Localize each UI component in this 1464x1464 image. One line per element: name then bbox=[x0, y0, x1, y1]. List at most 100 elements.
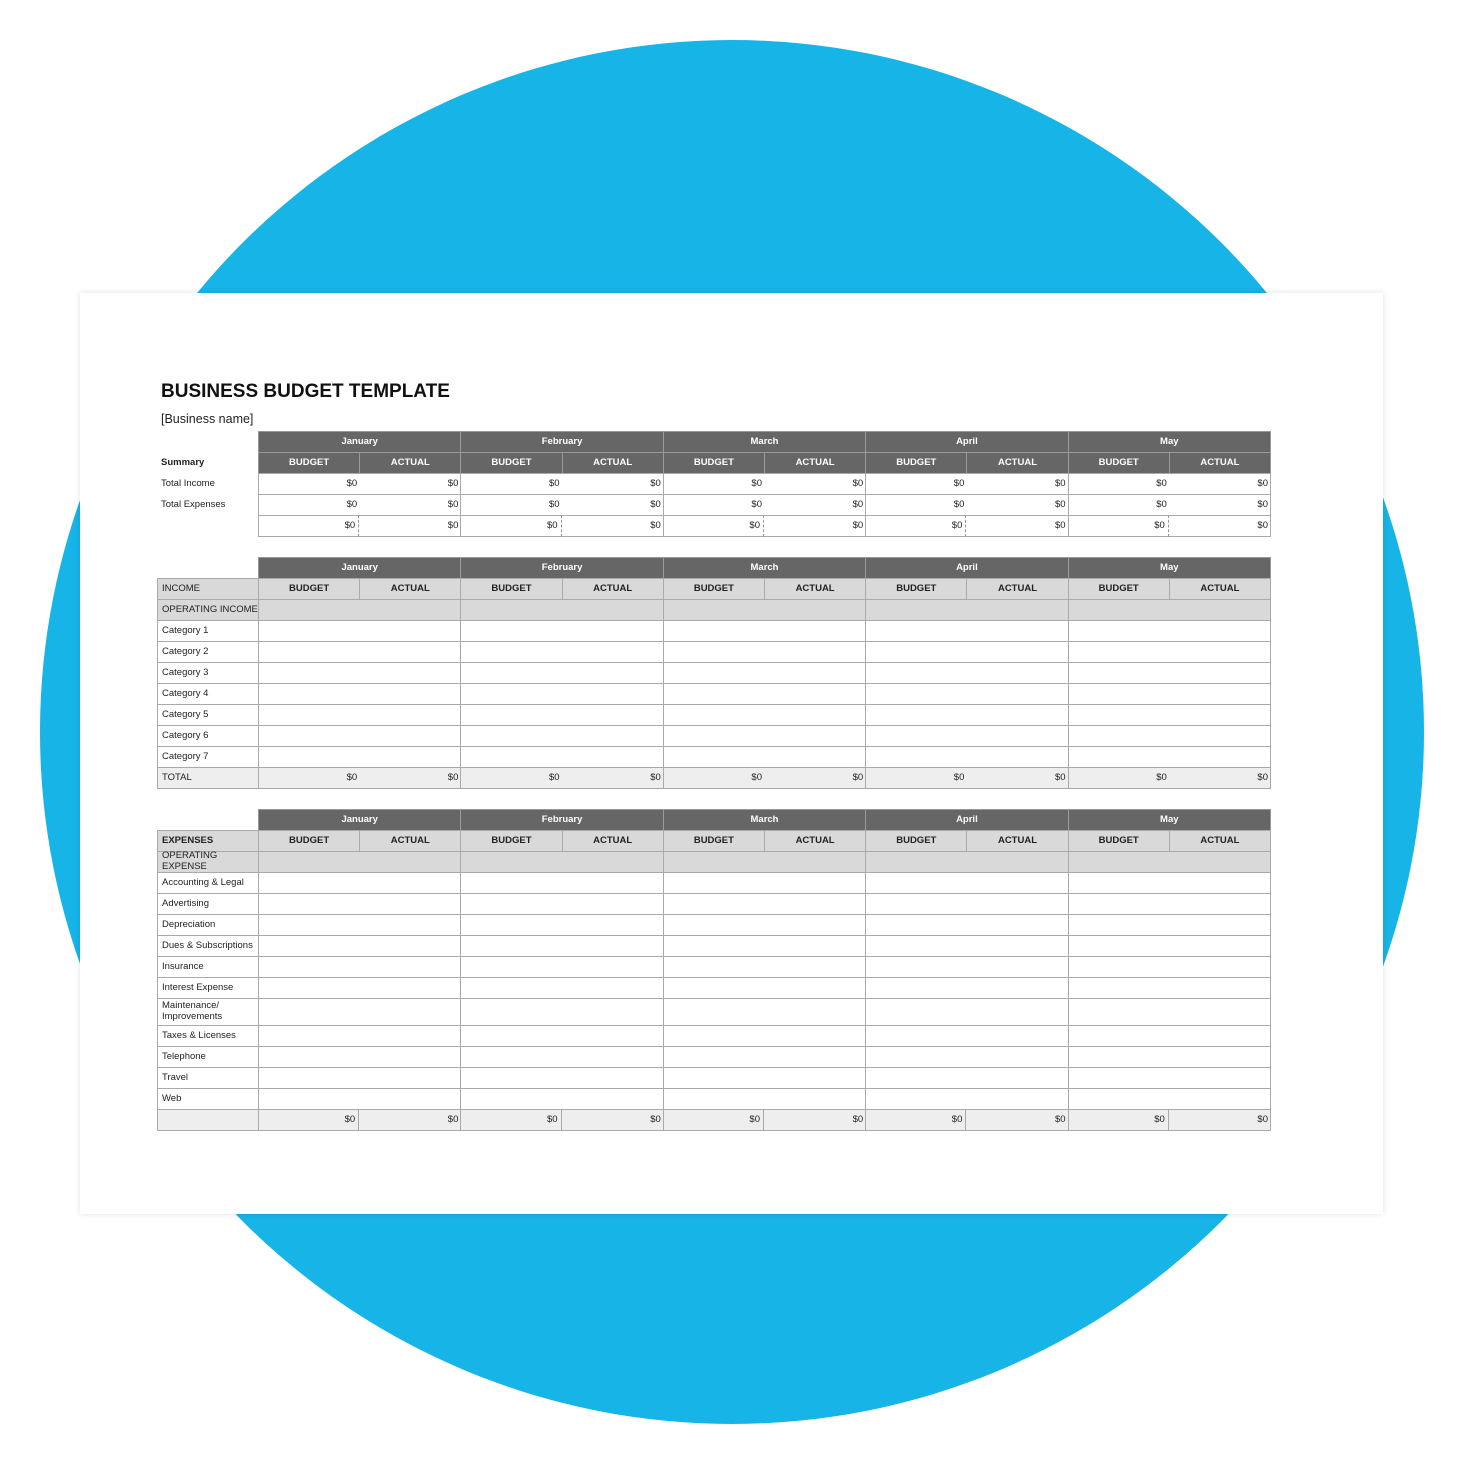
row-label: Category 5 bbox=[157, 704, 259, 726]
month-cell bbox=[1067, 1109, 1271, 1131]
column-header: ACTUAL bbox=[764, 452, 867, 474]
value: $0 bbox=[865, 1109, 967, 1131]
month-cell bbox=[460, 893, 664, 915]
month-cell bbox=[1067, 977, 1271, 999]
value: $0 bbox=[447, 1113, 459, 1125]
month-cell bbox=[1067, 893, 1271, 915]
month-cell bbox=[258, 956, 462, 978]
row-label: Interest Expense bbox=[157, 977, 259, 999]
total-label: TOTAL bbox=[157, 767, 259, 789]
month-header: April bbox=[865, 431, 1069, 453]
month-header: February bbox=[460, 431, 664, 453]
month-cell bbox=[865, 977, 1069, 999]
total-label-cell bbox=[157, 1109, 259, 1131]
month-cell bbox=[258, 620, 462, 642]
column-header: ACTUAL bbox=[561, 578, 664, 600]
month-cell bbox=[460, 641, 664, 663]
row-label: Depreciation bbox=[157, 914, 259, 936]
column-header: ACTUAL bbox=[359, 452, 462, 474]
month-cell bbox=[258, 998, 462, 1026]
value: $0 bbox=[1068, 515, 1169, 537]
month-cell bbox=[865, 1067, 1069, 1089]
value: $0 bbox=[650, 1113, 661, 1125]
value: $0 bbox=[346, 771, 358, 783]
month-cell bbox=[258, 746, 462, 768]
month-cell bbox=[662, 1067, 867, 1089]
title: BUSINESS BUDGET TEMPLATE bbox=[161, 381, 450, 402]
month-header: February bbox=[460, 557, 664, 579]
month-cell bbox=[460, 725, 664, 747]
month-cell bbox=[258, 1067, 462, 1089]
column-header: BUDGET bbox=[865, 830, 968, 852]
month-cell bbox=[460, 704, 664, 726]
month-cell bbox=[460, 620, 664, 642]
month-cell bbox=[865, 914, 1069, 936]
month-cell bbox=[1067, 935, 1271, 957]
month-cell bbox=[1067, 998, 1271, 1026]
subsection-label: OPERATING INCOME bbox=[157, 599, 259, 621]
value: $0 bbox=[953, 771, 965, 783]
column-header: BUDGET bbox=[460, 452, 563, 474]
row-label: Category 1 bbox=[157, 620, 259, 642]
value: $0 bbox=[1156, 498, 1167, 510]
month-cell bbox=[460, 746, 664, 768]
month-cell bbox=[258, 851, 462, 873]
month-cell bbox=[662, 746, 867, 768]
value: $0 bbox=[663, 515, 764, 537]
value: $0 bbox=[852, 519, 864, 531]
value: $0 bbox=[460, 1109, 562, 1131]
month-cell bbox=[460, 1088, 664, 1110]
month-cell bbox=[865, 1088, 1069, 1110]
month-cell bbox=[1067, 599, 1271, 621]
column-header: BUDGET bbox=[1067, 830, 1170, 852]
month-cell bbox=[460, 1046, 664, 1068]
month-cell bbox=[460, 1067, 664, 1089]
month-cell bbox=[865, 746, 1069, 768]
month-cell bbox=[662, 620, 867, 642]
value: $0 bbox=[447, 498, 459, 510]
value: $0 bbox=[650, 498, 661, 510]
month-cell bbox=[662, 662, 867, 684]
month-header: March bbox=[662, 557, 867, 579]
month-cell bbox=[460, 662, 664, 684]
month-cell bbox=[1067, 767, 1271, 789]
month-cell bbox=[1067, 683, 1271, 705]
month-cell bbox=[865, 1025, 1069, 1047]
month-cell bbox=[865, 683, 1069, 705]
month-header: May bbox=[1067, 809, 1271, 831]
column-header: ACTUAL bbox=[1168, 578, 1271, 600]
row-label: Total Expenses bbox=[161, 498, 226, 510]
value: $0 bbox=[346, 477, 358, 489]
value: $0 bbox=[1055, 771, 1066, 783]
value: $0 bbox=[460, 515, 562, 537]
row-label: Category 6 bbox=[157, 725, 259, 747]
month-cell bbox=[1067, 746, 1271, 768]
month-cell bbox=[1067, 851, 1271, 873]
section-label: EXPENSES bbox=[157, 830, 259, 852]
month-header: May bbox=[1067, 557, 1271, 579]
column-header: ACTUAL bbox=[966, 578, 1069, 600]
month-cell bbox=[662, 998, 867, 1026]
month-cell bbox=[1067, 914, 1271, 936]
month-cell bbox=[258, 872, 462, 894]
month-cell bbox=[258, 704, 462, 726]
column-header: ACTUAL bbox=[764, 830, 867, 852]
column-header: ACTUAL bbox=[561, 830, 664, 852]
value: $0 bbox=[447, 771, 459, 783]
month-cell bbox=[1067, 620, 1271, 642]
month-cell bbox=[662, 1088, 867, 1110]
month-cell bbox=[460, 914, 664, 936]
month-cell bbox=[258, 1046, 462, 1068]
value: $0 bbox=[650, 477, 661, 489]
month-cell bbox=[460, 599, 664, 621]
value: $0 bbox=[1055, 498, 1066, 510]
month-header: January bbox=[258, 809, 462, 831]
value: $0 bbox=[953, 477, 965, 489]
month-cell bbox=[1067, 1088, 1271, 1110]
month-cell bbox=[865, 704, 1069, 726]
month-cell bbox=[258, 641, 462, 663]
row-label: Taxes & Licenses bbox=[157, 1025, 259, 1047]
month-cell bbox=[1067, 956, 1271, 978]
row-label: Category 3 bbox=[157, 662, 259, 684]
month-cell bbox=[865, 956, 1069, 978]
